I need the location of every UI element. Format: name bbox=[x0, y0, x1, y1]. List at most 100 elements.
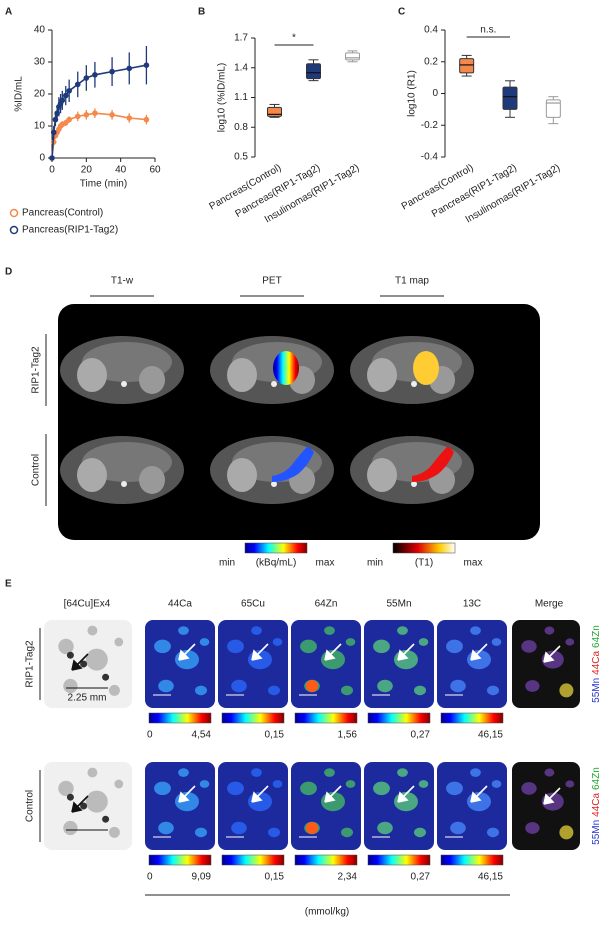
signal bbox=[377, 821, 393, 835]
colorbar-max: 2,34 bbox=[338, 872, 358, 883]
colorbar-label: min bbox=[219, 558, 235, 569]
arrow bbox=[71, 795, 89, 813]
signal bbox=[544, 768, 555, 777]
signal bbox=[446, 639, 463, 654]
colorbar-max: 1,56 bbox=[338, 730, 358, 741]
spine bbox=[121, 481, 127, 487]
signal bbox=[272, 638, 283, 646]
arrow bbox=[71, 653, 89, 671]
y-tick-label: -0.4 bbox=[421, 152, 439, 163]
colorbar bbox=[294, 712, 358, 724]
row-label: RIP1-Tag2 bbox=[25, 640, 36, 688]
signal bbox=[565, 780, 575, 788]
kidney bbox=[139, 466, 165, 494]
signal bbox=[470, 626, 481, 635]
colorbar-label: (T1) bbox=[415, 558, 433, 569]
mri-image bbox=[350, 336, 474, 404]
signal bbox=[341, 685, 353, 696]
arrow bbox=[543, 787, 561, 805]
x-axis-label: Time (min) bbox=[80, 179, 127, 190]
element-map bbox=[437, 620, 507, 708]
arrow bbox=[324, 643, 342, 661]
colorbar bbox=[367, 854, 431, 866]
element-map bbox=[291, 620, 361, 708]
arrow bbox=[178, 643, 196, 661]
colorbar-label: max bbox=[464, 558, 483, 569]
uptake bbox=[87, 767, 98, 778]
x-tick-label: 20 bbox=[81, 165, 93, 176]
signal bbox=[414, 827, 426, 838]
signal bbox=[154, 781, 171, 796]
colorbar bbox=[221, 712, 285, 724]
y-tick-label: 0.2 bbox=[424, 56, 438, 67]
y-tick-label: 1.7 bbox=[234, 33, 248, 44]
column-header: 55Mn bbox=[386, 599, 411, 610]
element-map bbox=[218, 620, 288, 708]
column-header: 44Ca bbox=[168, 599, 192, 610]
y-axis-label: %ID/mL bbox=[14, 76, 25, 112]
column-header: T1-w bbox=[111, 276, 134, 287]
channel-name: 55Mn bbox=[591, 678, 602, 703]
uptake-dot bbox=[102, 673, 110, 681]
box bbox=[502, 86, 518, 110]
merge-image bbox=[512, 762, 580, 850]
signal bbox=[525, 680, 540, 692]
colorbar bbox=[294, 854, 358, 866]
colorbar-min: 0 bbox=[147, 872, 153, 883]
signal bbox=[450, 679, 466, 693]
merge-image bbox=[512, 620, 580, 708]
arrow bbox=[397, 643, 415, 661]
colorbar bbox=[148, 712, 212, 724]
tumor-overlay bbox=[273, 351, 299, 385]
colorbar-label: min bbox=[367, 558, 383, 569]
column-header: PET bbox=[262, 276, 281, 287]
signal bbox=[373, 781, 390, 796]
significance-label: n.s. bbox=[480, 25, 496, 36]
signal bbox=[521, 640, 537, 653]
uptake bbox=[85, 648, 108, 671]
y-tick-label: 40 bbox=[34, 25, 46, 36]
colorbar-min: 0 bbox=[147, 730, 153, 741]
panel-letter: A bbox=[5, 7, 12, 18]
signal bbox=[418, 780, 429, 788]
signal bbox=[178, 626, 189, 635]
spine bbox=[121, 381, 127, 387]
autoradiography-image: 2.25 mm bbox=[44, 620, 132, 708]
signal bbox=[300, 639, 317, 654]
autoradiography-image bbox=[44, 762, 132, 850]
colorbar-label: max bbox=[316, 558, 335, 569]
scale-label: 2.25 mm bbox=[68, 693, 107, 704]
signal bbox=[565, 638, 575, 646]
uptake-dot bbox=[66, 793, 74, 801]
data-point bbox=[109, 68, 115, 75]
x-tick-label: 60 bbox=[149, 165, 161, 176]
column-header: 65Cu bbox=[241, 599, 265, 610]
element-map bbox=[364, 620, 434, 708]
data-point bbox=[83, 75, 90, 81]
data-point bbox=[126, 65, 133, 72]
arrow bbox=[543, 645, 561, 663]
signal bbox=[324, 626, 335, 635]
kidney bbox=[227, 358, 257, 392]
panel-letter: D bbox=[5, 267, 12, 278]
uptake-dot bbox=[102, 815, 110, 823]
kidney bbox=[227, 458, 257, 492]
panel-letter: B bbox=[198, 7, 205, 18]
y-axis-label: log10 (R1) bbox=[407, 70, 418, 117]
signal bbox=[199, 780, 210, 788]
signal bbox=[324, 768, 335, 777]
uptake-dot bbox=[80, 660, 88, 668]
signal bbox=[227, 639, 244, 654]
data-point bbox=[92, 110, 98, 116]
kidney bbox=[77, 358, 107, 392]
uptake-dot bbox=[80, 802, 88, 810]
uptake bbox=[85, 790, 108, 813]
y-tick-label: 0.4 bbox=[424, 25, 438, 36]
column-header: 64Zn bbox=[315, 599, 338, 610]
arrow bbox=[397, 785, 415, 803]
legend-marker bbox=[9, 208, 19, 218]
kidney bbox=[367, 458, 397, 492]
arrow bbox=[178, 785, 196, 803]
kidney bbox=[367, 358, 397, 392]
signal bbox=[446, 781, 463, 796]
